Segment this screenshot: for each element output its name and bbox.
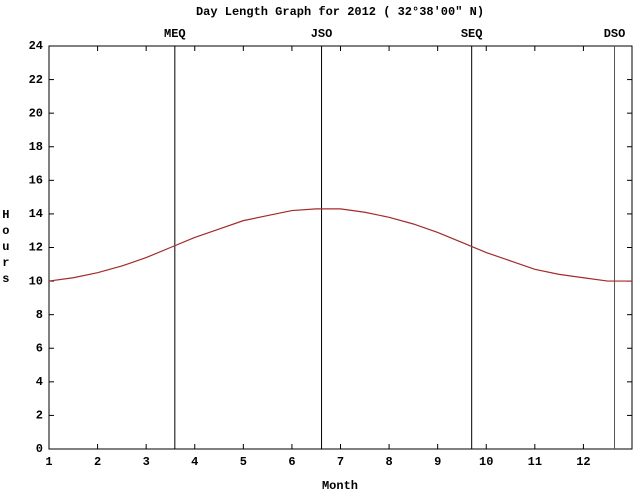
y-tick-label: 4 [36,375,43,389]
marker-label: MEQ [164,27,186,41]
x-tick-label: 1 [45,455,52,469]
marker-label: DSO [604,27,626,41]
plot-frame [48,45,633,450]
y-tick-label: 8 [36,308,43,322]
marker-label: SEQ [461,27,483,41]
x-tick-label: 10 [479,455,493,469]
y-tick-label: 12 [29,241,43,255]
x-tick-label: 2 [94,455,101,469]
y-tick-label: 10 [29,274,43,288]
x-tick-label: 11 [528,455,542,469]
x-tick-label: 12 [576,455,590,469]
y-tick-label: 22 [29,73,43,87]
y-tick-label: 0 [36,442,43,456]
y-tick-label: 20 [29,106,43,120]
x-tick-label: 6 [288,455,295,469]
y-tick-label: 18 [29,140,43,154]
y-tick-label: 24 [29,39,43,53]
y-tick-label: 14 [29,207,43,221]
y-tick-label: 16 [29,174,43,188]
y-axis-label: Hours [0,208,13,288]
x-tick-label: 4 [191,455,198,469]
x-tick-label: 8 [385,455,392,469]
y-tick-label: 2 [36,409,43,423]
x-tick-label: 3 [143,455,150,469]
x-tick-label: 7 [337,455,344,469]
x-axis-label: Month [322,479,358,493]
x-tick-label: 5 [240,455,247,469]
marker-label: JSO [311,27,333,41]
x-tick-label: 9 [434,455,441,469]
y-tick-label: 6 [36,341,43,355]
chart-title: Day Length Graph for 2012 ( 32°38'00" N) [196,5,484,19]
data-line [48,208,632,282]
